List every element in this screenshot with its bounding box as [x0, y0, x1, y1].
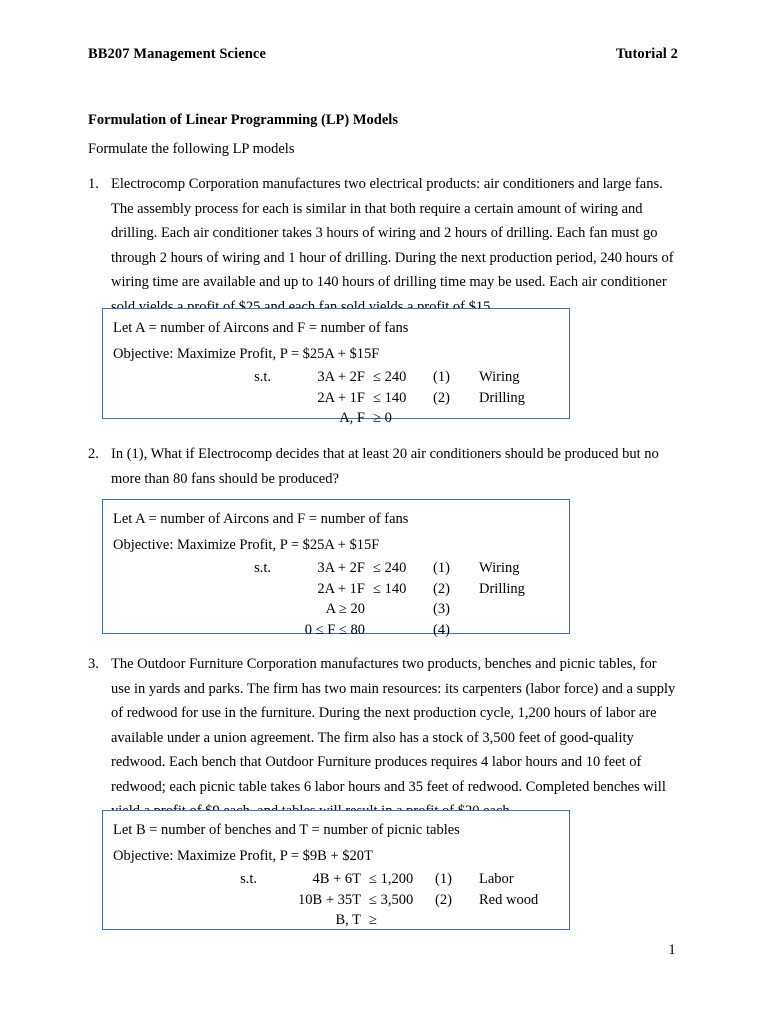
constraint-resource: Wiring: [479, 369, 520, 385]
answer-box-3: Let B = number of benches and T = number…: [102, 810, 570, 930]
subject-to-spacer: [113, 579, 279, 600]
tutorial-label: Tutorial 2: [615, 46, 678, 62]
nonnegativity-expression: B, T: [335, 912, 361, 928]
constraint-expression: 2A + 1F: [317, 580, 365, 597]
constraint-relation: ≤ 140: [373, 580, 407, 597]
constraint-relation: ≤ 240: [373, 369, 407, 385]
bound-index: (4): [433, 621, 450, 638]
constraint-resource: Labor: [479, 871, 514, 887]
constraint-expression: 4B + 6T: [312, 871, 361, 887]
intro-instruction: Formulate the following LP models: [88, 141, 295, 157]
bound-index: (3): [433, 601, 450, 617]
constraint-index: (1): [433, 369, 450, 385]
constraint-expression: 10B + 35T: [298, 891, 361, 908]
bound-expression: A ≥ 20: [325, 601, 365, 617]
constraint-row: 10B + 35T ≤ 3,500 (2) Red wood: [113, 890, 559, 911]
question-text-3: The Outdoor Furniture Corporation manufa…: [111, 656, 676, 819]
objective-function-1: Objective: Maximize Profit, P = $25A + $…: [113, 345, 380, 362]
nonnegativity-relation: ≥: [369, 912, 377, 928]
subject-to-label-3: s.t.: [240, 871, 257, 887]
objective-function-3: Objective: Maximize Profit, P = $9B + $2…: [113, 847, 373, 864]
subject-to-label-1: s.t.: [254, 369, 271, 385]
constraint-expression: 3A + 2F: [317, 560, 365, 576]
question-number-2: 2.: [88, 446, 99, 462]
page-number: 1: [668, 942, 676, 958]
subject-to-label-2: s.t.: [254, 560, 271, 576]
nonnegativity-index: [433, 408, 479, 429]
bound-relation: [365, 599, 433, 620]
question-item-1: 1. Electrocomp Corporation manufactures …: [88, 172, 678, 319]
document-header: BB207 Management Science Tutorial 2: [88, 46, 678, 63]
constraint-resource: Drilling: [479, 389, 525, 406]
section-heading: Formulation of Linear Programming (LP) M…: [88, 112, 398, 128]
subject-to-spacer: [113, 388, 279, 409]
nonnegativity-index: [435, 910, 481, 931]
nonnegativity-row: B, T ≥: [113, 910, 559, 931]
nonnegativity-row: A, F ≥ 0: [113, 408, 559, 429]
bound-relation: [365, 620, 433, 641]
constraint-expression: 3A + 2F: [317, 369, 365, 385]
constraint-index: (2): [433, 389, 450, 406]
constraint-expression: 2A + 1F: [317, 389, 365, 406]
constraint-relation: ≤ 240: [373, 560, 407, 576]
question-item-2: 2. In (1), What if Electrocomp decides t…: [88, 442, 678, 491]
question-number-3: 3.: [88, 656, 99, 672]
constraint-row: 2A + 1F ≤ 140 (2) Drilling: [113, 579, 559, 600]
constraint-index: (2): [433, 580, 450, 597]
question-item-3: 3. The Outdoor Furniture Corporation man…: [88, 652, 678, 824]
constraint-relation: ≤ 3,500: [369, 891, 414, 908]
nonnegativity-relation: ≥ 0: [373, 410, 392, 426]
constraint-row: s.t. 3A + 2F ≤ 240 (1) Wiring: [113, 558, 559, 579]
subject-to-spacer: [113, 890, 265, 911]
bound-expression: 0 ≤ F ≤ 80: [304, 621, 365, 638]
constraint-row: s.t. 4B + 6T ≤ 1,200 (1) Labor: [113, 869, 559, 890]
constraint-index: (2): [435, 891, 452, 908]
constraint-resource: Wiring: [479, 560, 520, 576]
constraint-row: s.t. 3A + 2F ≤ 240 (1) Wiring: [113, 367, 559, 388]
bound-row: 0 ≤ F ≤ 80 (4): [113, 620, 559, 641]
bound-row: A ≥ 20 (3): [113, 599, 559, 620]
question-text-2: In (1), What if Electrocomp decides that…: [111, 446, 659, 487]
constraint-relation: ≤ 1,200: [369, 871, 414, 887]
constraint-index: (1): [435, 871, 452, 887]
answer-box-1: Let A = number of Aircons and F = number…: [102, 308, 570, 426]
objective-function-2: Objective: Maximize Profit, P = $25A + $…: [113, 536, 380, 553]
question-text-1: Electrocomp Corporation manufactures two…: [111, 176, 674, 315]
constraint-resource: Red wood: [479, 891, 539, 908]
variable-definition-3: Let B = number of benches and T = number…: [113, 822, 460, 838]
constraint-index: (1): [433, 560, 450, 576]
course-title: BB207 Management Science: [88, 46, 266, 62]
constraint-resource: Drilling: [479, 580, 525, 597]
variable-definition-2: Let A = number of Aircons and F = number…: [113, 511, 409, 527]
question-number-1: 1.: [88, 176, 99, 192]
constraint-relation: ≤ 140: [373, 389, 407, 406]
variable-definition-1: Let A = number of Aircons and F = number…: [113, 320, 409, 336]
constraint-row: 2A + 1F ≤ 140 (2) Drilling: [113, 388, 559, 409]
answer-box-2: Let A = number of Aircons and F = number…: [102, 499, 570, 638]
nonnegativity-expression: A, F: [339, 410, 365, 426]
